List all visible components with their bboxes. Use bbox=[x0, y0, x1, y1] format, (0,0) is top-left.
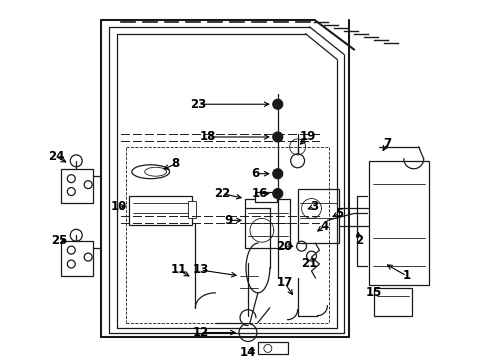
Bar bbox=[258, 342, 288, 354]
Text: 9: 9 bbox=[224, 214, 232, 227]
Text: 12: 12 bbox=[192, 326, 208, 339]
Text: 10: 10 bbox=[111, 200, 127, 213]
Bar bbox=[61, 169, 93, 203]
Bar bbox=[297, 189, 339, 243]
Text: 24: 24 bbox=[48, 150, 65, 163]
Text: 20: 20 bbox=[276, 240, 293, 253]
Text: 1: 1 bbox=[403, 269, 411, 283]
Text: 7: 7 bbox=[383, 138, 391, 150]
Text: 5: 5 bbox=[335, 207, 343, 220]
Bar bbox=[369, 161, 429, 285]
Bar bbox=[245, 198, 290, 248]
Text: 2: 2 bbox=[355, 234, 363, 247]
Text: 21: 21 bbox=[301, 257, 318, 270]
Ellipse shape bbox=[145, 167, 167, 176]
Bar bbox=[189, 201, 196, 219]
Text: 6: 6 bbox=[251, 167, 259, 180]
Bar bbox=[61, 241, 93, 276]
Text: 25: 25 bbox=[51, 234, 68, 247]
Text: 3: 3 bbox=[311, 200, 319, 213]
Bar bbox=[255, 192, 277, 202]
Bar bbox=[129, 195, 193, 225]
Text: 15: 15 bbox=[366, 286, 382, 299]
Circle shape bbox=[273, 189, 283, 198]
Text: 11: 11 bbox=[171, 264, 187, 276]
Text: 13: 13 bbox=[192, 264, 208, 276]
Text: 17: 17 bbox=[276, 276, 293, 289]
Text: 23: 23 bbox=[190, 98, 206, 111]
Text: 18: 18 bbox=[200, 130, 217, 144]
Text: 19: 19 bbox=[299, 130, 316, 144]
Text: 4: 4 bbox=[320, 220, 328, 233]
Ellipse shape bbox=[132, 165, 170, 179]
Circle shape bbox=[273, 132, 283, 142]
Bar bbox=[374, 288, 412, 316]
Circle shape bbox=[273, 169, 283, 179]
Text: 14: 14 bbox=[240, 346, 256, 359]
Circle shape bbox=[273, 99, 283, 109]
Text: 8: 8 bbox=[172, 157, 180, 170]
Text: 22: 22 bbox=[214, 187, 230, 200]
Text: 16: 16 bbox=[252, 187, 268, 200]
